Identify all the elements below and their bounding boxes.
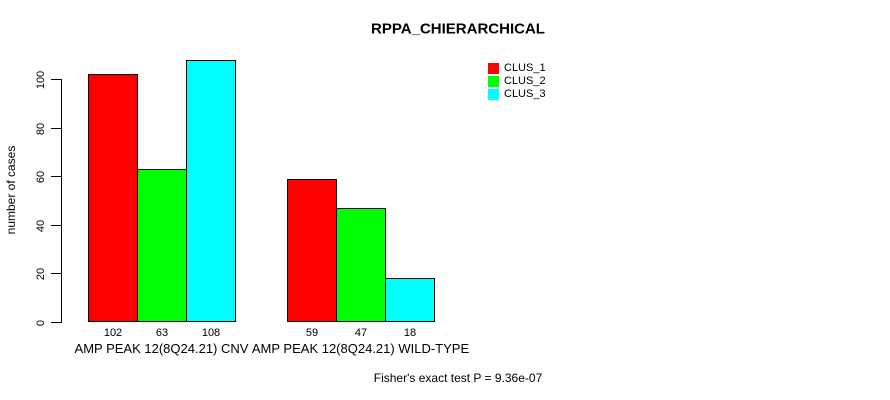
y-tick [51, 176, 61, 177]
bar-value-label: 63 [155, 327, 169, 339]
bar-value-label: 59 [305, 327, 319, 339]
y-tick [51, 225, 61, 226]
bar-value-label: 108 [201, 327, 221, 339]
x-category-label: AMP PEAK 12(8Q24.21) CNV [74, 341, 249, 356]
legend-swatch-clus_3 [488, 89, 499, 100]
legend-label: CLUS_2 [504, 75, 546, 87]
y-axis-line [61, 79, 62, 323]
fisher-test-annotation: Fisher's exact test P = 9.36e-07 [373, 371, 543, 385]
legend-item: CLUS_3 [488, 88, 546, 101]
chart-title: RPPA_CHIERARCHICAL [371, 20, 545, 38]
bar-clus_2-group2 [336, 208, 386, 322]
legend-swatch-clus_1 [488, 63, 499, 74]
bar-value-label: 18 [403, 327, 417, 339]
x-category-label: AMP PEAK 12(8Q24.21) WILD-TYPE [251, 341, 470, 356]
y-tick [51, 273, 61, 274]
bar-value-label: 47 [354, 327, 368, 339]
legend-label: CLUS_1 [504, 62, 546, 74]
y-tick [51, 79, 61, 80]
y-tick [51, 128, 61, 129]
legend-item: CLUS_2 [488, 75, 546, 88]
y-tick [51, 322, 61, 323]
bar-clus_1-group2 [287, 179, 337, 322]
legend-swatch-clus_2 [488, 76, 499, 87]
bar-clus_3-group1 [186, 60, 236, 322]
bar-clus_3-group2 [385, 278, 435, 322]
bar-clus_1-group1 [88, 74, 138, 322]
bar-value-label: 102 [103, 327, 123, 339]
legend-item: CLUS_1 [488, 62, 546, 75]
legend-label: CLUS_3 [504, 88, 546, 100]
